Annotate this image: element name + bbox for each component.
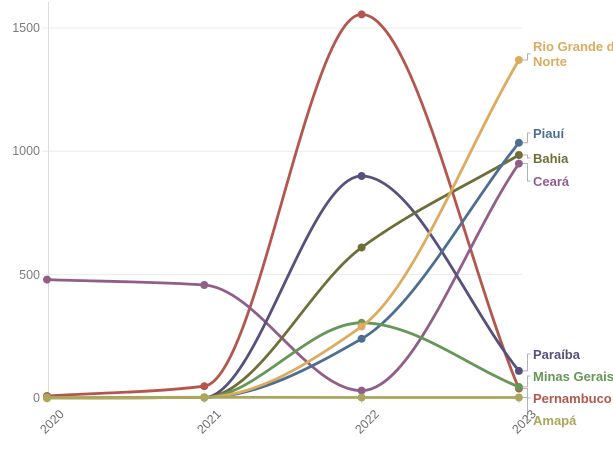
series-label-pernambuco: Pernambuco (533, 391, 612, 406)
data-point-piaui (358, 335, 366, 343)
data-point-amapa (43, 394, 51, 402)
data-point-rio-grande-do-norte (515, 56, 523, 64)
series-line-minas-gerais (47, 323, 519, 398)
series-label-paraiba: Paraíba (533, 347, 580, 362)
series-label-rio-grande-do-norte: Rio Grande do Norte (533, 39, 613, 69)
series-label-ceara: Ceará (533, 174, 569, 189)
data-point-paraiba (358, 172, 366, 180)
label-leader-rio-grande-do-norte (523, 54, 531, 60)
data-point-amapa (200, 393, 208, 401)
series-line-rio-grande-do-norte (47, 60, 519, 398)
data-point-pernambuco (200, 382, 208, 390)
y-tick-label: 1500 (0, 21, 40, 35)
data-point-minas-gerais (515, 383, 523, 391)
y-tick-label: 0 (0, 391, 40, 405)
data-point-amapa (515, 394, 523, 402)
data-point-ceara (200, 281, 208, 289)
y-tick-label: 1000 (0, 144, 40, 158)
y-tick-label: 500 (0, 268, 40, 282)
label-leader-minas-gerais (523, 376, 531, 387)
data-point-amapa (358, 394, 366, 402)
data-point-rio-grande-do-norte (358, 323, 366, 331)
data-point-piaui (515, 139, 523, 147)
data-point-bahia (515, 151, 523, 159)
series-label-minas-gerais: Minas Gerais (533, 369, 613, 384)
data-point-pernambuco (358, 10, 366, 18)
series-label-piaui: Piauí (533, 126, 564, 141)
data-point-ceara (515, 160, 523, 168)
series-label-amapa: Amapá (533, 413, 576, 428)
series-line-paraiba (47, 176, 519, 398)
label-leader-paraiba (523, 354, 531, 371)
data-point-ceara (43, 276, 51, 284)
data-point-ceara (358, 387, 366, 395)
data-point-paraiba (515, 367, 523, 375)
label-leader-bahia (523, 155, 531, 158)
label-leader-ceara (523, 164, 531, 181)
series-label-bahia: Bahia (533, 151, 568, 166)
label-leader-pernambuco (523, 389, 531, 398)
label-leader-piaui (523, 133, 531, 143)
data-point-bahia (358, 244, 366, 252)
